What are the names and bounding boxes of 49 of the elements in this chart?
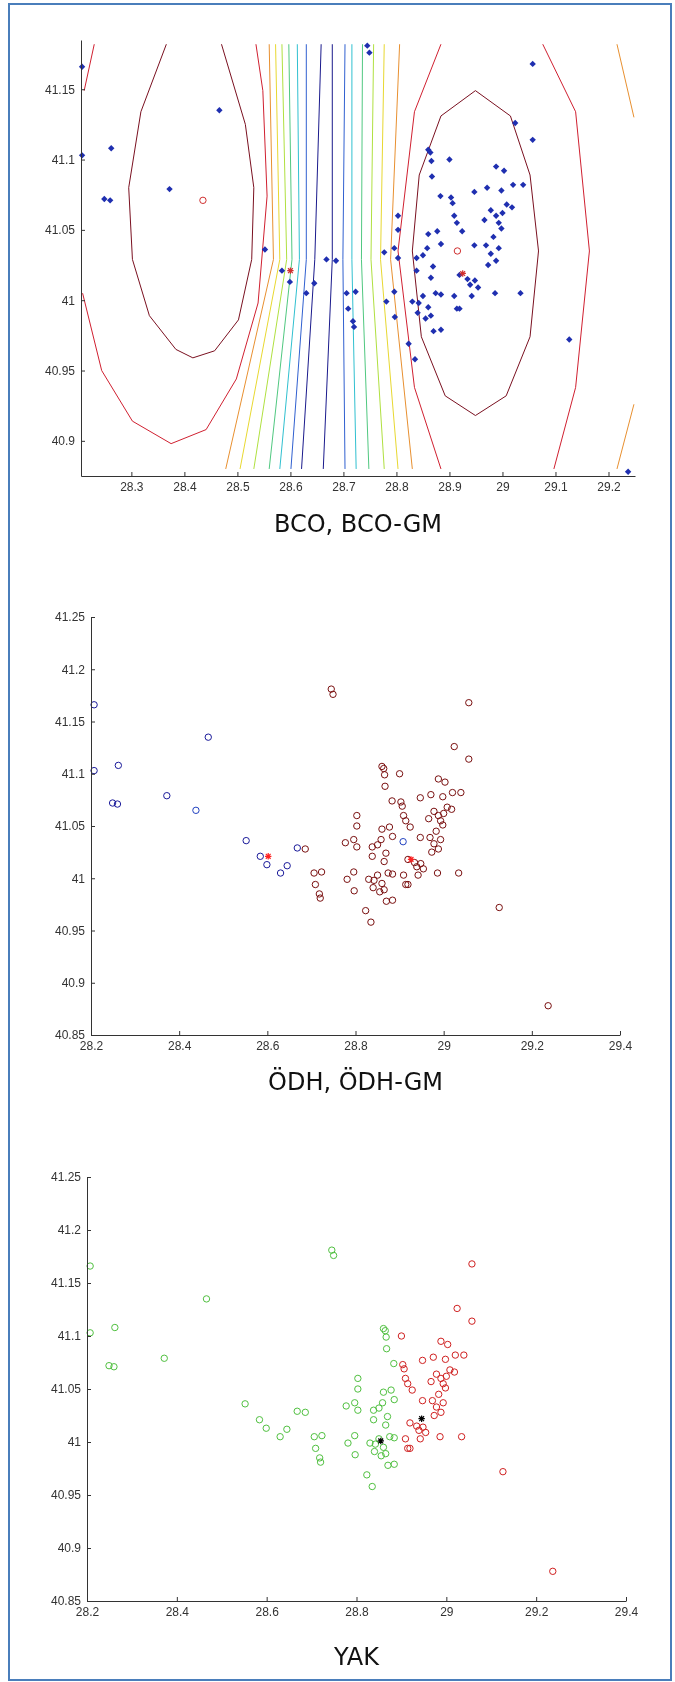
x-tick-label: 29: [496, 479, 510, 494]
x-tick-label: 29: [440, 1604, 454, 1619]
x-tick-label: 28.8: [385, 479, 409, 494]
x-tick-label: 29.2: [597, 479, 621, 494]
y-tick-label: 41.1: [61, 767, 86, 782]
x-tick-label: 28.4: [165, 1604, 190, 1619]
y-tick-label: 41.25: [50, 1170, 82, 1185]
x-tick-label: 28.6: [279, 479, 303, 494]
text: BCO, BCO-GM: [273, 510, 443, 538]
x-tick-label: 29.4: [614, 1604, 639, 1619]
y-tick-label: 40.9: [57, 1541, 82, 1556]
y-tick-label: 41: [61, 293, 76, 308]
y-tick-label: 41.05: [54, 819, 86, 834]
y-tick-label: 41.05: [44, 223, 76, 238]
y-tick-label: 41.05: [50, 1382, 82, 1397]
y-tick-label: 41.15: [44, 82, 76, 97]
y-tick-label: 40.9: [51, 434, 76, 449]
x-tick-label: 29.2: [520, 1038, 545, 1053]
y-tick-label: 40.9: [61, 976, 86, 991]
text: ÖDH, ÖDH-GM: [268, 1067, 443, 1096]
y-tick-label: 41.2: [57, 1223, 82, 1238]
x-tick-label: 28.9: [438, 479, 462, 494]
x-tick-label: 28.3: [120, 479, 144, 494]
x-tick-label: 28.6: [255, 1604, 280, 1619]
y-tick-label: 41.15: [54, 714, 86, 729]
x-tick-label: 29: [437, 1038, 452, 1053]
y-tick-label: 41: [71, 871, 86, 886]
y-tick-label: 41.2: [61, 662, 86, 677]
x-tick-label: 28.7: [332, 479, 356, 494]
x-tick-label: 28.5: [226, 479, 250, 494]
x-tick-label: 29.4: [608, 1038, 633, 1053]
y-tick-label: 41.25: [54, 610, 86, 625]
y-tick-label: 41: [67, 1435, 82, 1450]
y-tick-label: 40.95: [50, 1488, 82, 1503]
x-tick-label: 28.2: [75, 1604, 100, 1619]
x-tick-label: 28.2: [79, 1038, 104, 1053]
text: YAK: [333, 1643, 381, 1671]
x-tick-label: 29.2: [524, 1604, 549, 1619]
y-tick-label: 40.95: [54, 923, 86, 938]
y-tick-label: 41.15: [50, 1276, 82, 1291]
x-tick-label: 28.8: [345, 1604, 369, 1619]
x-tick-label: 29.1: [544, 479, 568, 494]
x-tick-label: 28.4: [173, 479, 197, 494]
y-tick-label: 41.1: [57, 1329, 82, 1344]
y-tick-label: 40.95: [44, 363, 76, 378]
x-tick-label: 28.6: [256, 1038, 280, 1053]
y-tick-label: 41.1: [51, 152, 76, 167]
x-tick-label: 28.8: [344, 1038, 368, 1053]
x-tick-label: 28.4: [167, 1038, 192, 1053]
